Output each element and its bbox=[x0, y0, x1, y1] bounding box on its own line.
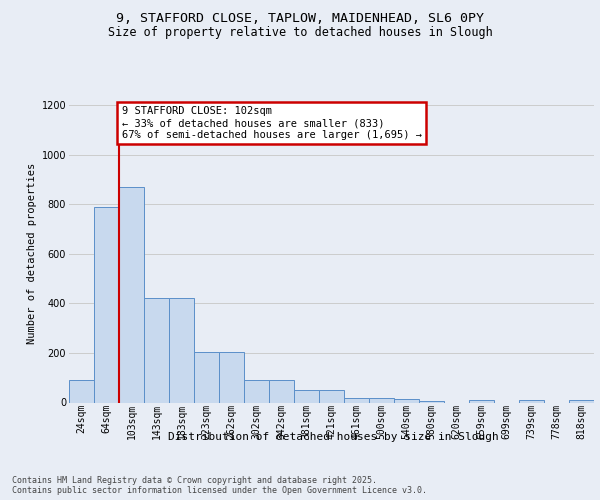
Y-axis label: Number of detached properties: Number of detached properties bbox=[28, 163, 37, 344]
Bar bbox=[219, 352, 244, 403]
Text: Distribution of detached houses by size in Slough: Distribution of detached houses by size … bbox=[167, 432, 499, 442]
Bar bbox=[519, 400, 544, 402]
Bar bbox=[319, 390, 344, 402]
Bar bbox=[244, 380, 269, 402]
Bar bbox=[94, 206, 119, 402]
Bar bbox=[569, 400, 594, 402]
Bar bbox=[169, 298, 194, 403]
Text: 9, STAFFORD CLOSE, TAPLOW, MAIDENHEAD, SL6 0PY: 9, STAFFORD CLOSE, TAPLOW, MAIDENHEAD, S… bbox=[116, 12, 484, 26]
Text: 9 STAFFORD CLOSE: 102sqm
← 33% of detached houses are smaller (833)
67% of semi-: 9 STAFFORD CLOSE: 102sqm ← 33% of detach… bbox=[121, 106, 421, 140]
Bar bbox=[119, 187, 144, 402]
Bar bbox=[69, 380, 94, 402]
Bar bbox=[369, 398, 394, 402]
Text: Size of property relative to detached houses in Slough: Size of property relative to detached ho… bbox=[107, 26, 493, 39]
Bar bbox=[294, 390, 319, 402]
Bar bbox=[144, 298, 169, 403]
Bar bbox=[344, 398, 369, 402]
Bar bbox=[194, 352, 219, 403]
Bar bbox=[269, 380, 294, 402]
Bar bbox=[394, 399, 419, 402]
Text: Contains HM Land Registry data © Crown copyright and database right 2025.
Contai: Contains HM Land Registry data © Crown c… bbox=[12, 476, 427, 495]
Bar bbox=[469, 400, 494, 402]
